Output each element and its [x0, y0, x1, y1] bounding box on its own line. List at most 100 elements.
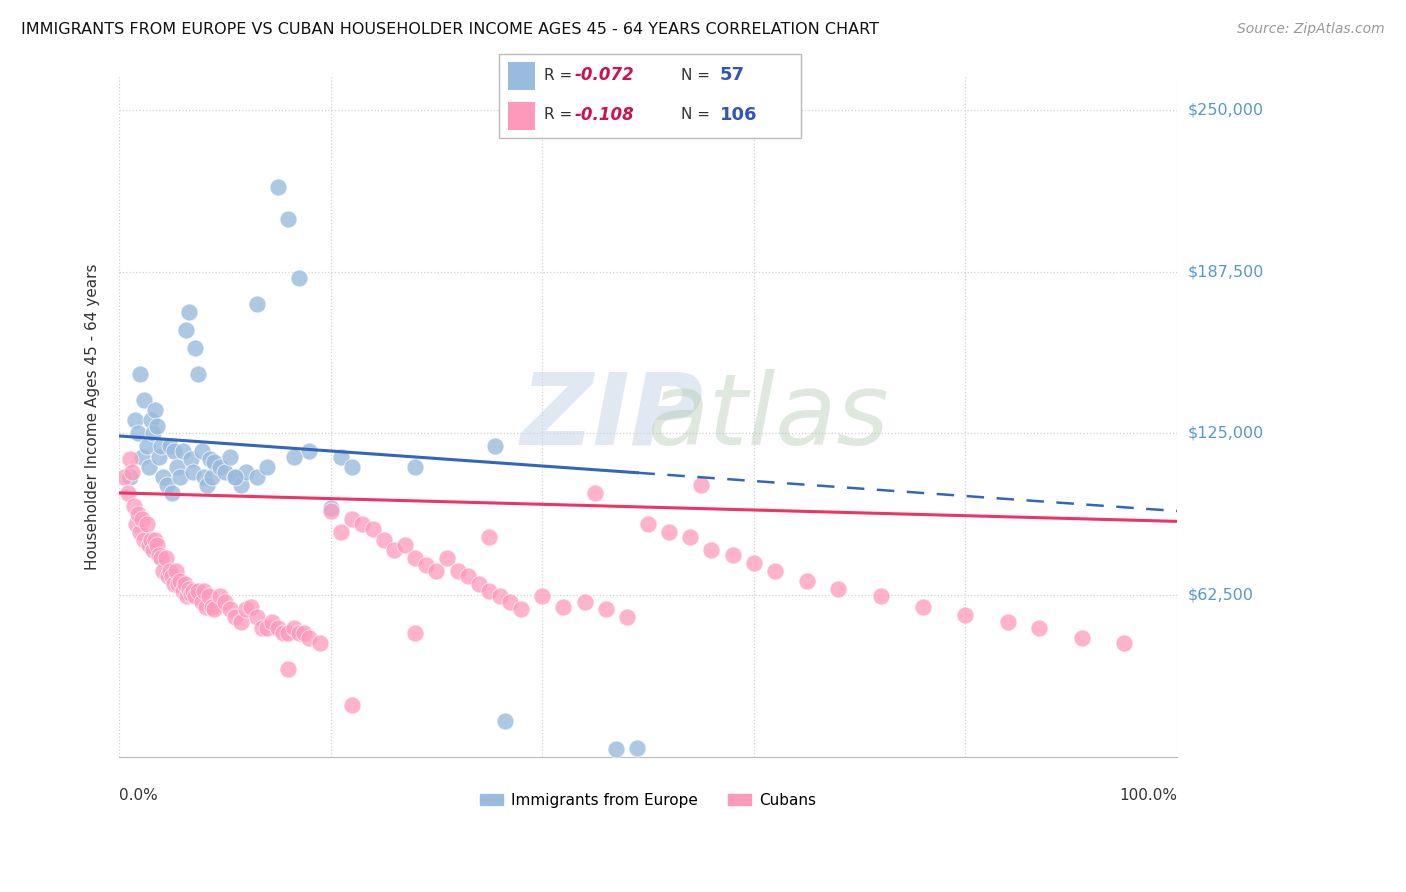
- Point: [201, 470, 224, 484]
- Point: [298, 444, 321, 458]
- Point: [240, 599, 263, 614]
- Point: [202, 602, 225, 616]
- Point: [271, 625, 294, 640]
- Point: [190, 594, 212, 608]
- Point: [298, 631, 321, 645]
- Point: [605, 742, 627, 756]
- Point: [150, 439, 173, 453]
- Point: [912, 599, 935, 614]
- Point: [283, 620, 305, 634]
- Point: [198, 590, 221, 604]
- Point: [131, 450, 153, 464]
- Point: [177, 304, 200, 318]
- Point: [235, 602, 257, 616]
- Point: [330, 524, 353, 539]
- Point: [184, 341, 207, 355]
- Point: [180, 587, 202, 601]
- Point: [690, 478, 713, 492]
- Point: [1112, 636, 1135, 650]
- Point: [340, 698, 363, 713]
- Point: [214, 465, 236, 479]
- Point: [159, 564, 181, 578]
- Point: [198, 452, 221, 467]
- Point: [700, 542, 723, 557]
- Point: [143, 403, 166, 417]
- Point: [143, 533, 166, 547]
- Point: [138, 538, 160, 552]
- Point: [352, 516, 374, 531]
- Point: [139, 533, 162, 547]
- Point: [382, 542, 405, 557]
- Point: [262, 615, 284, 630]
- Text: 0.0%: 0.0%: [120, 788, 157, 803]
- Text: $250,000: $250,000: [1188, 103, 1264, 117]
- Point: [595, 602, 617, 616]
- Point: [827, 582, 849, 596]
- Bar: [508, 62, 536, 90]
- Point: [129, 367, 152, 381]
- Text: N =: N =: [681, 68, 714, 83]
- Point: [152, 470, 174, 484]
- Point: [148, 450, 170, 464]
- Point: [626, 740, 648, 755]
- Point: [201, 599, 224, 614]
- Point: [404, 625, 426, 640]
- Point: [404, 460, 426, 475]
- Legend: Immigrants from Europe, Cubans: Immigrants from Europe, Cubans: [474, 787, 823, 814]
- Point: [190, 444, 212, 458]
- Point: [869, 590, 891, 604]
- Point: [478, 530, 501, 544]
- Point: [425, 564, 447, 578]
- Point: [229, 478, 252, 492]
- Point: [494, 714, 516, 728]
- Point: [796, 574, 818, 588]
- Point: [510, 602, 533, 616]
- Point: [208, 590, 231, 604]
- Point: [118, 470, 141, 484]
- Point: [181, 465, 204, 479]
- Point: [361, 522, 384, 536]
- Point: [679, 530, 702, 544]
- Point: [124, 413, 146, 427]
- Point: [193, 584, 215, 599]
- Text: $62,500: $62,500: [1188, 588, 1254, 603]
- Point: [955, 607, 977, 622]
- Point: [256, 620, 278, 634]
- Point: [997, 615, 1019, 630]
- Point: [129, 524, 152, 539]
- Point: [173, 576, 195, 591]
- Point: [202, 455, 225, 469]
- Point: [177, 582, 200, 596]
- Point: [373, 533, 395, 547]
- Point: [288, 271, 311, 285]
- Point: [156, 478, 179, 492]
- Point: [125, 516, 148, 531]
- Point: [176, 590, 198, 604]
- Point: [181, 584, 204, 599]
- Point: [319, 504, 342, 518]
- Point: [134, 533, 156, 547]
- Point: [394, 538, 416, 552]
- Point: [277, 211, 299, 226]
- Point: [245, 297, 267, 311]
- Point: [404, 550, 426, 565]
- Point: [742, 556, 765, 570]
- Point: [127, 426, 149, 441]
- Point: [146, 418, 169, 433]
- Point: [195, 478, 218, 492]
- Point: [121, 465, 143, 479]
- Point: [166, 460, 188, 475]
- Point: [156, 568, 179, 582]
- Point: [112, 470, 135, 484]
- Point: [131, 512, 153, 526]
- Text: N =: N =: [681, 107, 714, 122]
- Point: [159, 439, 181, 453]
- Bar: [508, 102, 536, 130]
- Point: [468, 576, 491, 591]
- Point: [138, 460, 160, 475]
- Point: [118, 452, 141, 467]
- Point: [224, 470, 246, 484]
- Point: [163, 444, 186, 458]
- Point: [1070, 631, 1092, 645]
- Text: $125,000: $125,000: [1188, 425, 1264, 441]
